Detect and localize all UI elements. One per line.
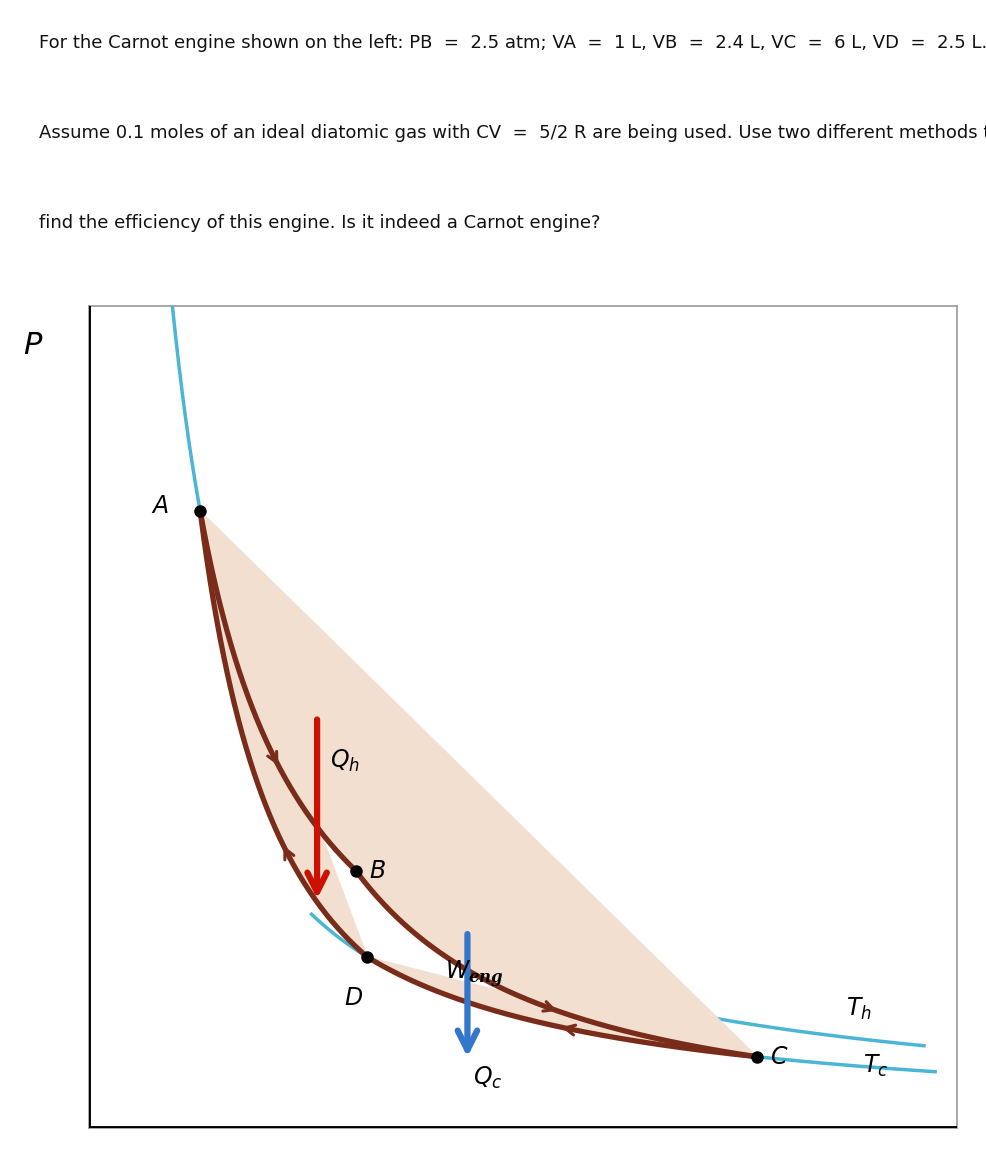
Text: $T_c$: $T_c$: [862, 1053, 887, 1079]
Text: $Q_h$: $Q_h$: [330, 747, 360, 774]
Text: $W_{\mathregular{eng}}$: $W_{\mathregular{eng}}$: [445, 959, 504, 989]
Text: $A$: $A$: [151, 494, 169, 518]
Text: For the Carnot engine shown on the left: PB  =  2.5 atm; VA  =  1 L, VB  =  2.4 : For the Carnot engine shown on the left:…: [39, 34, 986, 52]
Text: Assume 0.1 moles of an ideal diatomic gas with CV  =  5/2 R are being used. Use : Assume 0.1 moles of an ideal diatomic ga…: [39, 125, 986, 142]
Text: $Q_c$: $Q_c$: [472, 1065, 502, 1092]
Text: find the efficiency of this engine. Is it indeed a Carnot engine?: find the efficiency of this engine. Is i…: [39, 214, 600, 233]
Text: $P$: $P$: [23, 330, 43, 361]
Text: $C$: $C$: [769, 1045, 788, 1069]
Text: $T_h$: $T_h$: [845, 995, 871, 1022]
Polygon shape: [200, 511, 756, 1056]
Text: $D$: $D$: [344, 986, 363, 1009]
Text: $B$: $B$: [369, 859, 386, 882]
